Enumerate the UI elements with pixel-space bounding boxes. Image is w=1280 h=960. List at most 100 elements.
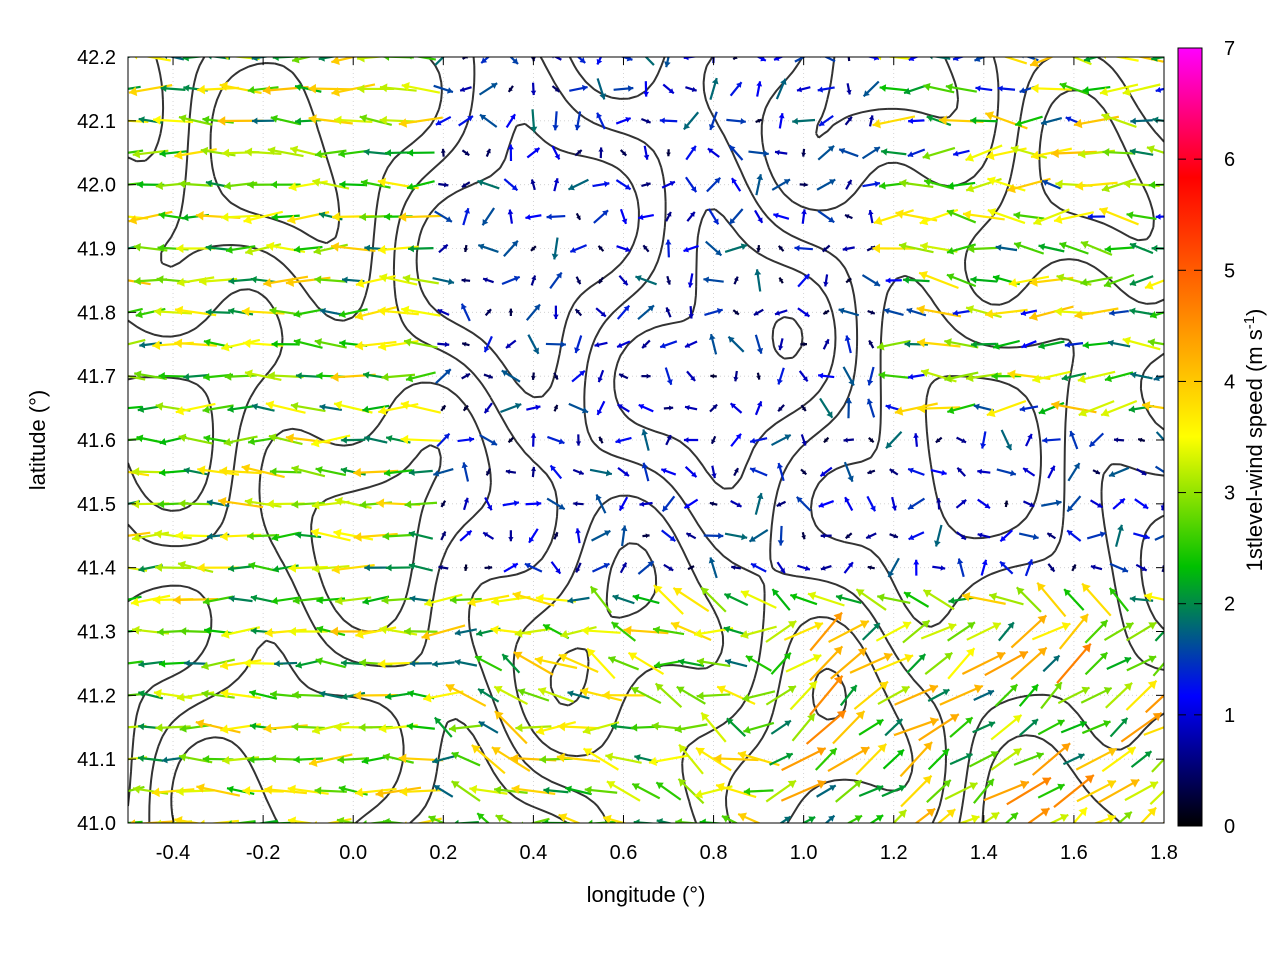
wind-vector — [308, 114, 353, 125]
wind-vector — [355, 626, 397, 639]
colorbar-tick-label: 6 — [1224, 149, 1235, 171]
wind-vector — [385, 149, 412, 157]
wind-vector — [423, 690, 464, 703]
wind-vector — [1038, 243, 1065, 253]
wind-vector — [595, 493, 607, 514]
wind-vector — [809, 611, 843, 652]
wind-vector — [967, 244, 1001, 254]
wind-vector — [818, 114, 834, 127]
wind-vector — [756, 81, 763, 97]
wind-vector — [381, 596, 416, 605]
wind-vector — [999, 529, 1014, 543]
wind-vector — [460, 303, 471, 322]
wind-vector — [641, 182, 651, 187]
colorbar-tick-label: 0 — [1224, 816, 1235, 838]
wind-vector — [379, 625, 418, 636]
wind-vector — [1080, 276, 1113, 287]
wind-vector — [724, 243, 748, 254]
wind-vector — [946, 243, 976, 255]
wind-vector — [1013, 751, 1045, 766]
wind-vector — [158, 659, 188, 668]
wind-vector — [1029, 305, 1074, 321]
wind-vector — [1042, 654, 1061, 673]
wind-vector — [970, 276, 998, 284]
wind-vector — [1109, 717, 1129, 738]
wind-vector — [648, 754, 689, 767]
wind-vector — [618, 373, 629, 380]
x-tick-label: 1.8 — [1150, 842, 1178, 864]
wind-vector — [726, 118, 746, 125]
wind-vector — [291, 500, 325, 509]
wind-vector — [341, 436, 366, 444]
wind-vector — [201, 689, 235, 699]
wind-vector — [220, 688, 261, 700]
wind-vector — [653, 584, 684, 615]
wind-vector — [908, 118, 925, 125]
wind-vector — [962, 210, 1005, 221]
wind-vector — [1160, 499, 1164, 511]
wind-vector — [1071, 563, 1077, 572]
wind-vector — [575, 212, 582, 221]
wind-vector — [958, 814, 980, 823]
wind-vector — [530, 433, 537, 447]
wind-vector — [1105, 682, 1133, 709]
wind-vector — [700, 711, 727, 743]
wind-vector — [889, 468, 899, 476]
y-tick-label: 41.1 — [77, 749, 116, 771]
wind-vector — [730, 433, 742, 447]
wind-vector — [805, 709, 847, 745]
wind-vector — [706, 177, 722, 193]
wind-vector — [814, 747, 838, 771]
wind-vector — [619, 562, 628, 574]
wind-vector — [776, 462, 785, 482]
wind-vector — [845, 277, 852, 284]
wind-vector — [295, 659, 321, 669]
wind-vector — [179, 723, 212, 733]
wind-vector — [433, 784, 454, 798]
wind-vector — [615, 116, 632, 125]
wind-vector — [835, 594, 862, 605]
wind-vector — [128, 338, 146, 346]
wind-vector — [484, 308, 492, 317]
wind-vector — [508, 308, 514, 317]
wind-vector — [264, 784, 307, 795]
wind-vector — [291, 57, 313, 64]
wind-vector — [241, 463, 285, 479]
wind-vector — [961, 592, 1006, 605]
wind-vector — [574, 308, 583, 317]
wind-vector — [438, 564, 449, 571]
wind-vector — [707, 208, 720, 225]
wind-vector — [908, 531, 925, 541]
wind-vector — [589, 468, 613, 477]
wind-vector — [569, 244, 588, 253]
wind-vector — [948, 596, 975, 605]
wind-vector — [493, 685, 529, 706]
wind-vector — [271, 340, 300, 349]
wind-vector — [684, 405, 698, 411]
wind-vector — [308, 83, 354, 94]
wind-vector — [666, 275, 672, 285]
x-axis-label: longitude (°) — [587, 882, 706, 907]
wind-vector — [1108, 587, 1130, 612]
wind-vector — [907, 148, 926, 158]
wind-vector — [525, 214, 542, 221]
wind-vector — [732, 57, 738, 61]
wind-vector — [949, 716, 974, 738]
wind-vector — [670, 621, 712, 641]
y-tick-label: 42.2 — [77, 47, 116, 69]
wind-vector — [908, 57, 920, 62]
wind-vector — [662, 83, 675, 95]
wind-vector — [438, 182, 449, 188]
wind-vector — [949, 753, 973, 766]
colorbar-tick-label: 2 — [1224, 594, 1235, 616]
wind-vector — [923, 82, 955, 94]
wind-vector — [1112, 497, 1126, 510]
wind-vector — [685, 145, 697, 161]
wind-vector — [867, 469, 876, 475]
wind-vector — [683, 244, 699, 253]
wind-vector — [756, 372, 761, 380]
wind-vector — [591, 562, 610, 573]
wind-vector — [196, 783, 241, 797]
wind-vector — [267, 146, 304, 158]
wind-vector — [334, 115, 373, 125]
